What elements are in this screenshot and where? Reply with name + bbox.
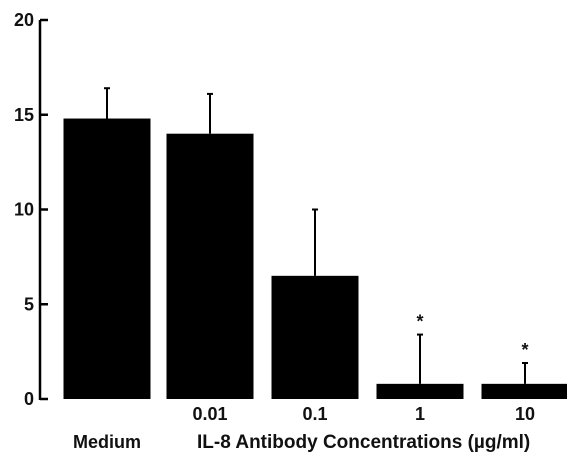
x-tick-label-1: 0.01 [192,404,227,424]
bar-2 [271,275,359,399]
significance-marker-3: * [416,312,423,332]
bar-1 [166,133,254,399]
x-tick-label-3: 1 [415,404,425,424]
y-tick-label: 15 [14,105,34,125]
y-tick-label: 20 [14,10,34,30]
x-tick-label-2: 0.1 [302,404,327,424]
y-tick-label: 10 [14,200,34,220]
y-tick-label: 5 [24,294,34,314]
bar-0 [63,118,151,399]
y-tick-label: 0 [24,389,34,409]
y-axis: 0 5 10 15 20 [14,10,48,409]
bars: ** [63,87,567,399]
x-tick-labels: Medium 0.01 0.1 1 10 [73,404,535,452]
x-tick-label-4: 10 [515,404,535,424]
bar-4 [481,383,567,399]
bar-3 [376,383,464,399]
significance-marker-4: * [521,340,528,360]
x-tick-label-0: Medium [73,432,141,452]
x-axis-title: IL-8 Antibody Concentrations (µg/ml) [197,432,530,453]
